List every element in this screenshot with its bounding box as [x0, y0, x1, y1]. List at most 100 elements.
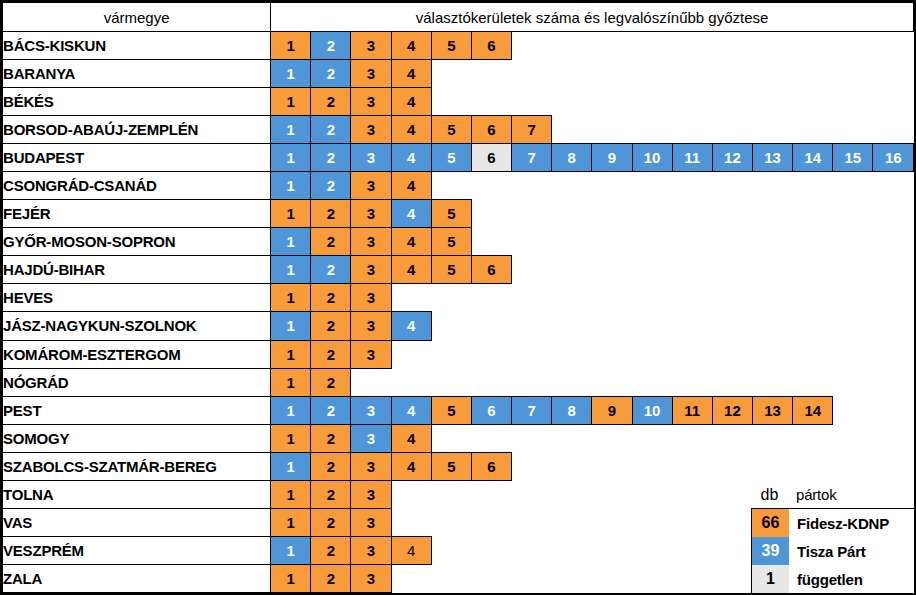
district-cell: 1 [271, 480, 311, 508]
empty-cell [592, 536, 632, 564]
district-cell: 3 [351, 340, 391, 368]
empty-cell [391, 368, 431, 396]
empty-cell [552, 200, 592, 228]
county-row: BUDAPEST12345678910111213141516 [3, 144, 914, 172]
empty-cell [712, 480, 752, 508]
empty-cell [512, 452, 552, 480]
district-cell: 1 [271, 32, 311, 60]
empty-cell [672, 368, 712, 396]
empty-cell [552, 116, 592, 144]
district-cell: 3 [351, 480, 391, 508]
empty-cell [592, 312, 632, 340]
empty-cell [512, 256, 552, 284]
district-cell: 1 [271, 312, 311, 340]
empty-cell [712, 340, 752, 368]
district-cell: 2 [311, 88, 351, 116]
empty-cell [672, 284, 712, 312]
empty-cell [632, 508, 672, 536]
empty-cell [552, 88, 592, 116]
empty-cell [512, 564, 552, 592]
county-name: BARANYA [3, 60, 271, 88]
empty-cell [431, 340, 471, 368]
county-row: SZABOLCS-SZATMÁR-BEREG123456 [3, 452, 914, 480]
empty-cell [391, 480, 431, 508]
district-cell: 3 [351, 172, 391, 200]
legend-count-fidesz: 66 [752, 509, 789, 537]
district-cell: 5 [431, 396, 471, 424]
empty-cell [471, 564, 511, 592]
empty-cell [672, 200, 712, 228]
empty-cell [431, 60, 471, 88]
legend-label-tisza: Tisza Párt [789, 537, 914, 565]
district-cell: 14 [793, 144, 833, 172]
empty-cell [512, 508, 552, 536]
empty-cell [833, 32, 873, 60]
legend-row: 1 független [752, 565, 914, 593]
empty-cell [873, 116, 914, 144]
empty-cell [752, 60, 792, 88]
empty-cell [712, 284, 752, 312]
empty-cell [793, 424, 833, 452]
district-cell: 5 [431, 116, 471, 144]
district-cell: 12 [712, 144, 752, 172]
district-cell: 5 [431, 452, 471, 480]
empty-cell [592, 32, 632, 60]
empty-cell [552, 508, 592, 536]
district-cell: 6 [471, 452, 511, 480]
empty-cell [552, 32, 592, 60]
empty-cell [632, 480, 672, 508]
empty-cell [471, 368, 511, 396]
district-cell: 3 [351, 116, 391, 144]
county-row: HEVES123 [3, 284, 914, 312]
empty-cell [672, 564, 712, 592]
county-name: VESZPRÉM [3, 536, 271, 564]
county-name: VAS [3, 508, 271, 536]
district-cell: 3 [351, 508, 391, 536]
district-cell: 8 [552, 396, 592, 424]
empty-cell [552, 60, 592, 88]
empty-cell [712, 116, 752, 144]
empty-cell [712, 424, 752, 452]
district-cell: 7 [512, 144, 552, 172]
county-name: HEVES [3, 284, 271, 312]
empty-cell [512, 60, 552, 88]
empty-cell [632, 172, 672, 200]
empty-cell [391, 564, 431, 592]
empty-cell [833, 172, 873, 200]
empty-cell [391, 340, 431, 368]
header-cell-varmegye: vármegye [3, 3, 271, 32]
district-cell: 2 [311, 284, 351, 312]
county-name: SZABOLCS-SZATMÁR-BEREG [3, 452, 271, 480]
district-cell: 2 [311, 564, 351, 592]
empty-cell [672, 116, 712, 144]
empty-cell [592, 256, 632, 284]
empty-cell [833, 228, 873, 256]
empty-cell [873, 172, 914, 200]
empty-cell [793, 228, 833, 256]
county-name: NÓGRÁD [3, 368, 271, 396]
district-cell: 1 [271, 508, 311, 536]
empty-cell [672, 508, 712, 536]
empty-cell [632, 536, 672, 564]
empty-cell [833, 424, 873, 452]
empty-cell [471, 312, 511, 340]
empty-cell [552, 172, 592, 200]
empty-cell [712, 60, 752, 88]
empty-cell [873, 340, 914, 368]
empty-cell [632, 284, 672, 312]
district-cell: 1 [271, 452, 311, 480]
empty-cell [632, 256, 672, 284]
district-cell: 2 [311, 32, 351, 60]
header-cell-districts-title: választókerületek száma és legvalószínűb… [271, 3, 914, 32]
empty-cell [512, 480, 552, 508]
empty-cell [632, 452, 672, 480]
empty-cell [793, 256, 833, 284]
district-cell: 4 [391, 88, 431, 116]
empty-cell [471, 536, 511, 564]
empty-cell [632, 312, 672, 340]
empty-cell [672, 452, 712, 480]
empty-cell [793, 88, 833, 116]
district-cell: 10 [632, 396, 672, 424]
empty-cell [431, 312, 471, 340]
empty-cell [793, 340, 833, 368]
